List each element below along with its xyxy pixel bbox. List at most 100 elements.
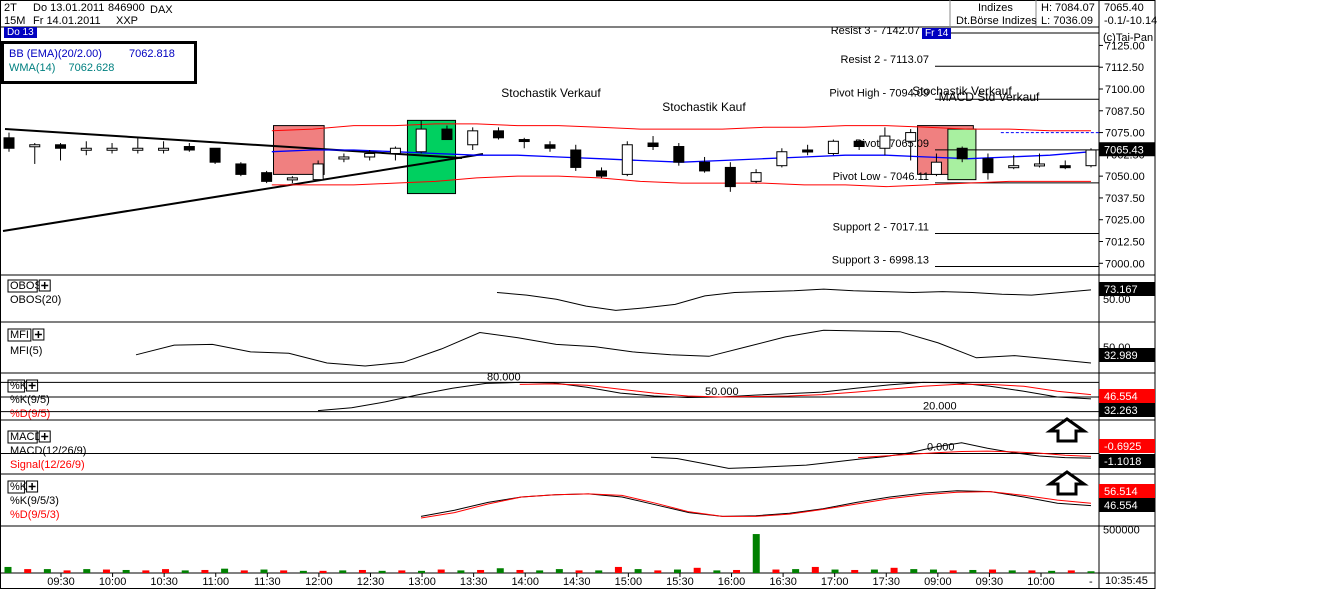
volume-bar bbox=[24, 569, 32, 573]
candle-down bbox=[209, 147, 221, 163]
stoch1-d-label: %D(9/5) bbox=[10, 408, 50, 420]
volume-bar bbox=[437, 569, 445, 573]
time-label: 14:00 bbox=[511, 576, 539, 588]
volume-bar bbox=[398, 570, 406, 573]
volume-bar bbox=[851, 569, 859, 573]
candle-down bbox=[596, 170, 608, 177]
level-label: Pivot Low - 7046.11 bbox=[833, 171, 929, 183]
candle-down bbox=[853, 140, 865, 148]
candle-up bbox=[389, 147, 401, 154]
volume-bar bbox=[4, 566, 12, 573]
macd-line-label: MACD(12/26/9) bbox=[10, 445, 86, 457]
time-label: 09:30 bbox=[47, 576, 75, 588]
stoch1-label: %K bbox=[10, 380, 28, 392]
candle-up bbox=[930, 161, 942, 175]
candle-down bbox=[570, 149, 582, 168]
time-label: 09:00 bbox=[924, 576, 952, 588]
candle-up bbox=[29, 144, 41, 148]
stoch2-d-label: %D(9/5/3) bbox=[10, 509, 60, 521]
volume-bar bbox=[890, 567, 898, 573]
up-arrow-icon bbox=[1045, 470, 1089, 496]
stoch1-k-label: %K(9/5) bbox=[10, 394, 50, 406]
stoch1-k-value-tag-text: 46.554 bbox=[1104, 391, 1138, 403]
time-label: 12:30 bbox=[357, 576, 385, 588]
time-label: 17:00 bbox=[821, 576, 849, 588]
level-label: Support 2 - 7017.11 bbox=[833, 221, 929, 233]
volume-bar bbox=[83, 569, 91, 573]
stoch2-label-box bbox=[7, 480, 26, 494]
volume-bar bbox=[733, 569, 741, 573]
stoch1-d-value-tag-text: 32.263 bbox=[1104, 405, 1138, 417]
level-label: Pivot High - 7094.09 bbox=[829, 87, 929, 99]
volume-bar bbox=[634, 569, 642, 573]
candle-up bbox=[106, 147, 118, 151]
stoch2-d-value-tag bbox=[1099, 498, 1155, 512]
wma-legend-value: 7062.628 bbox=[68, 62, 115, 74]
stoch1-level-label: 20.000 bbox=[923, 401, 957, 413]
high-value: H: 7084.07 bbox=[1041, 2, 1095, 14]
macd-value-tag-text: -0.6925 bbox=[1104, 441, 1141, 453]
time-label: 12:00 bbox=[305, 576, 333, 588]
volume-bar bbox=[1048, 570, 1056, 573]
interval-label[interactable]: 15M bbox=[4, 15, 26, 27]
mfi-sub-label: MFI(5) bbox=[10, 345, 42, 357]
obos-sub-label: OBOS(20) bbox=[10, 294, 61, 306]
stoch1-d-line bbox=[519, 383, 1092, 398]
candle-up bbox=[1008, 165, 1020, 169]
candle-down bbox=[441, 128, 453, 141]
time-label: 15:30 bbox=[666, 576, 694, 588]
candle-up bbox=[750, 172, 762, 182]
time-label: 16:00 bbox=[718, 576, 746, 588]
date-from: Do 13.01.2011 bbox=[33, 2, 105, 14]
volume-bar bbox=[221, 568, 229, 573]
volume-bar bbox=[457, 570, 465, 573]
level-label: Pivot - 7065.09 bbox=[855, 138, 929, 150]
obos-value-tag-text: 73.167 bbox=[1104, 284, 1138, 296]
macd-line bbox=[650, 442, 1092, 469]
signal-annotation: Stochastik Verkauf bbox=[501, 86, 601, 100]
volume-bar bbox=[102, 569, 110, 573]
candle-down bbox=[956, 147, 968, 160]
volume-bar bbox=[260, 569, 268, 573]
volume-bar bbox=[1008, 570, 1016, 573]
candle-down bbox=[55, 144, 67, 149]
candle-up bbox=[1033, 163, 1045, 167]
signal-annotation: Stochastik Kauf bbox=[662, 100, 746, 114]
volume-bar bbox=[752, 534, 760, 573]
macd-value-tag bbox=[1099, 439, 1155, 453]
price-tick-label: 7012.50 bbox=[1105, 237, 1145, 249]
volume-bar bbox=[949, 570, 957, 573]
volume-bar bbox=[831, 569, 839, 573]
time-label: 11:00 bbox=[202, 576, 229, 588]
wkn-label: 846900 bbox=[108, 2, 145, 14]
candle-up bbox=[158, 147, 170, 151]
stoch1-k-value-tag bbox=[1099, 389, 1155, 403]
stoch1-label-box bbox=[7, 379, 26, 393]
volume-bar bbox=[654, 570, 662, 573]
candle-up bbox=[286, 177, 298, 181]
day-marker-fr14: Fr 14 bbox=[922, 28, 952, 39]
time-label: 11:30 bbox=[254, 576, 281, 588]
volume-bar bbox=[614, 566, 622, 573]
macd-label: MACD bbox=[10, 431, 42, 443]
stoch2-d-value-tag-text: 46.554 bbox=[1104, 500, 1138, 512]
mfi-label-box bbox=[7, 328, 32, 342]
volume-bar bbox=[673, 569, 681, 573]
candle-down bbox=[183, 146, 195, 151]
volume-bar bbox=[339, 570, 347, 573]
candle-down bbox=[235, 163, 247, 175]
period-label[interactable]: 2T bbox=[4, 2, 17, 14]
time-label: 13:00 bbox=[408, 576, 436, 588]
market-line-2: Dt.Börse Indizes bbox=[956, 15, 1037, 27]
macd-signal-value-tag bbox=[1099, 454, 1155, 468]
macd-signal-value-tag-text: -1.1018 bbox=[1104, 456, 1141, 468]
candle-down bbox=[544, 144, 556, 149]
time-label: 17:30 bbox=[872, 576, 900, 588]
volume-bar bbox=[1087, 571, 1095, 573]
stoch2-k-label: %K(9/5/3) bbox=[10, 495, 59, 507]
obos-tick: 50.00 bbox=[1103, 294, 1131, 306]
candle-down bbox=[647, 142, 659, 148]
volume-bar bbox=[181, 570, 189, 573]
